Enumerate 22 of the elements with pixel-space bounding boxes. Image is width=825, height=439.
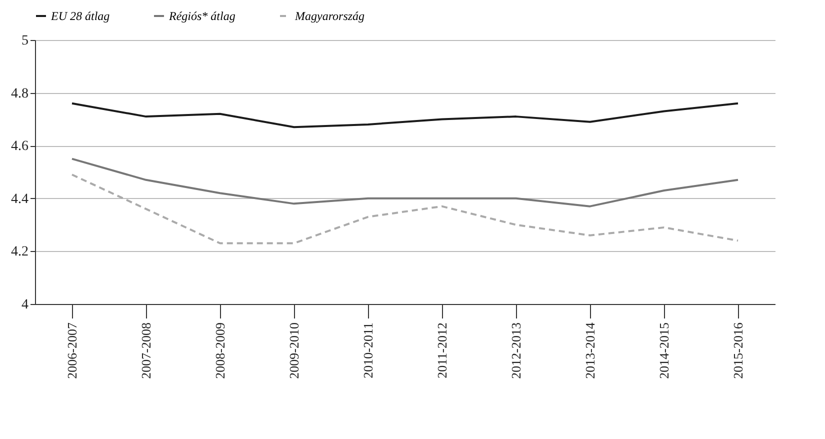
x-tick-label: 2010-2011 [360, 322, 376, 378]
x-tick-label: 2015-2016 [730, 322, 746, 379]
y-tick-label: 4.8 [11, 86, 28, 102]
x-tick-label: 2007-2008 [138, 322, 154, 379]
y-tick-label: 4.2 [11, 244, 28, 260]
x-tick-label: 2014-2015 [656, 322, 672, 379]
y-tick-label: 4 [22, 298, 28, 312]
x-tick-label: 2013-2014 [582, 322, 598, 379]
legend-label: EU 28 átlag [50, 9, 110, 23]
line-series [71, 102, 739, 128]
y-tick-label: 4.4 [11, 192, 28, 207]
x-tick-label: 2008-2009 [212, 322, 228, 379]
x-tick-label: 2012-2013 [508, 322, 524, 379]
line-series [71, 174, 739, 244]
legend-label: Régiós* átlag [168, 9, 236, 23]
legend-label: Magyarország [294, 9, 365, 23]
y-tick-label: 5 [22, 34, 28, 48]
x-tick-label: 2006-2007 [64, 322, 80, 379]
x-tick-label: 2011-2012 [434, 322, 450, 378]
x-tick-label: 2009-2010 [286, 322, 302, 379]
y-tick-label: 4.6 [11, 139, 28, 154]
line-series [71, 158, 739, 208]
